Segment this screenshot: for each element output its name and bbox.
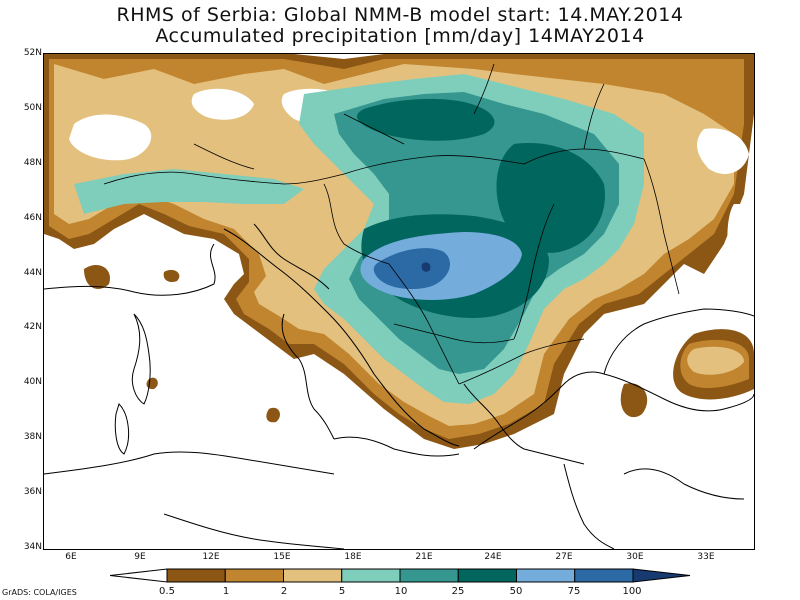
lon-label: 12E (202, 552, 220, 562)
colorbar-segment (516, 568, 576, 583)
lat-label: 46N (23, 213, 42, 223)
colorbar-left-triangle (110, 568, 168, 583)
colorbar-segment (224, 568, 284, 583)
lat-label: 38N (23, 432, 42, 442)
lon-label: 30E (626, 552, 644, 562)
colorbar-segment (457, 568, 517, 583)
colorbar-segment (341, 568, 401, 583)
colorbar-label: 50 (509, 586, 523, 597)
lon-label: 33E (697, 552, 715, 562)
colorbar-label: 75 (567, 586, 581, 597)
lon-label: 9E (134, 552, 146, 562)
colorbar-label: 25 (451, 586, 465, 597)
lat-label: 44N (23, 268, 42, 278)
lon-label: 6E (65, 552, 77, 562)
coastlines (44, 223, 754, 549)
precip-level-100 (421, 262, 431, 272)
colorbar-segment (166, 568, 226, 583)
lon-label: 21E (415, 552, 433, 562)
colorbar-segment (283, 568, 343, 583)
colorbar-right-triangle (632, 568, 691, 583)
lon-label: 18E (344, 552, 362, 562)
map-title-line2: Accumulated precipitation [mm/day] 14MAY… (155, 25, 645, 47)
colorbar-label: 0.5 (159, 586, 175, 597)
lon-label: 27E (555, 552, 573, 562)
colorbar-label: 100 (622, 586, 642, 597)
precipitation-map (44, 54, 754, 549)
credit-text: GrADS: COLA/IGES (2, 588, 77, 597)
precip-level-75 (373, 248, 451, 290)
colorbar-label: 1 (222, 586, 230, 597)
colorbar-label: 5 (338, 586, 346, 597)
lat-label: 36N (23, 487, 42, 497)
lat-label: 48N (23, 158, 42, 168)
colorbar-segment (399, 568, 459, 583)
lon-label: 24E (484, 552, 502, 562)
country-borders (103, 63, 680, 385)
lat-label: 52N (23, 48, 42, 58)
colorbar-segment (574, 568, 634, 583)
colorbar-label: 2 (280, 586, 288, 597)
lon-label: 15E (273, 552, 291, 562)
lat-label: 42N (23, 322, 42, 332)
dry-area (69, 88, 754, 286)
map-title-line1: RHMS of Serbia: Global NMM-B model start… (116, 4, 684, 26)
lat-label: 40N (23, 377, 42, 387)
map-panel (43, 53, 755, 550)
colorbar-label: 10 (394, 586, 408, 597)
lat-label: 50N (23, 103, 42, 113)
colorbar (110, 568, 691, 583)
lat-label: 34N (23, 542, 42, 552)
